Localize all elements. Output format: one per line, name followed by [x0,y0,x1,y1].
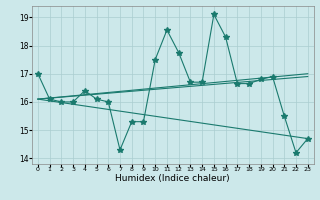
X-axis label: Humidex (Indice chaleur): Humidex (Indice chaleur) [116,174,230,183]
